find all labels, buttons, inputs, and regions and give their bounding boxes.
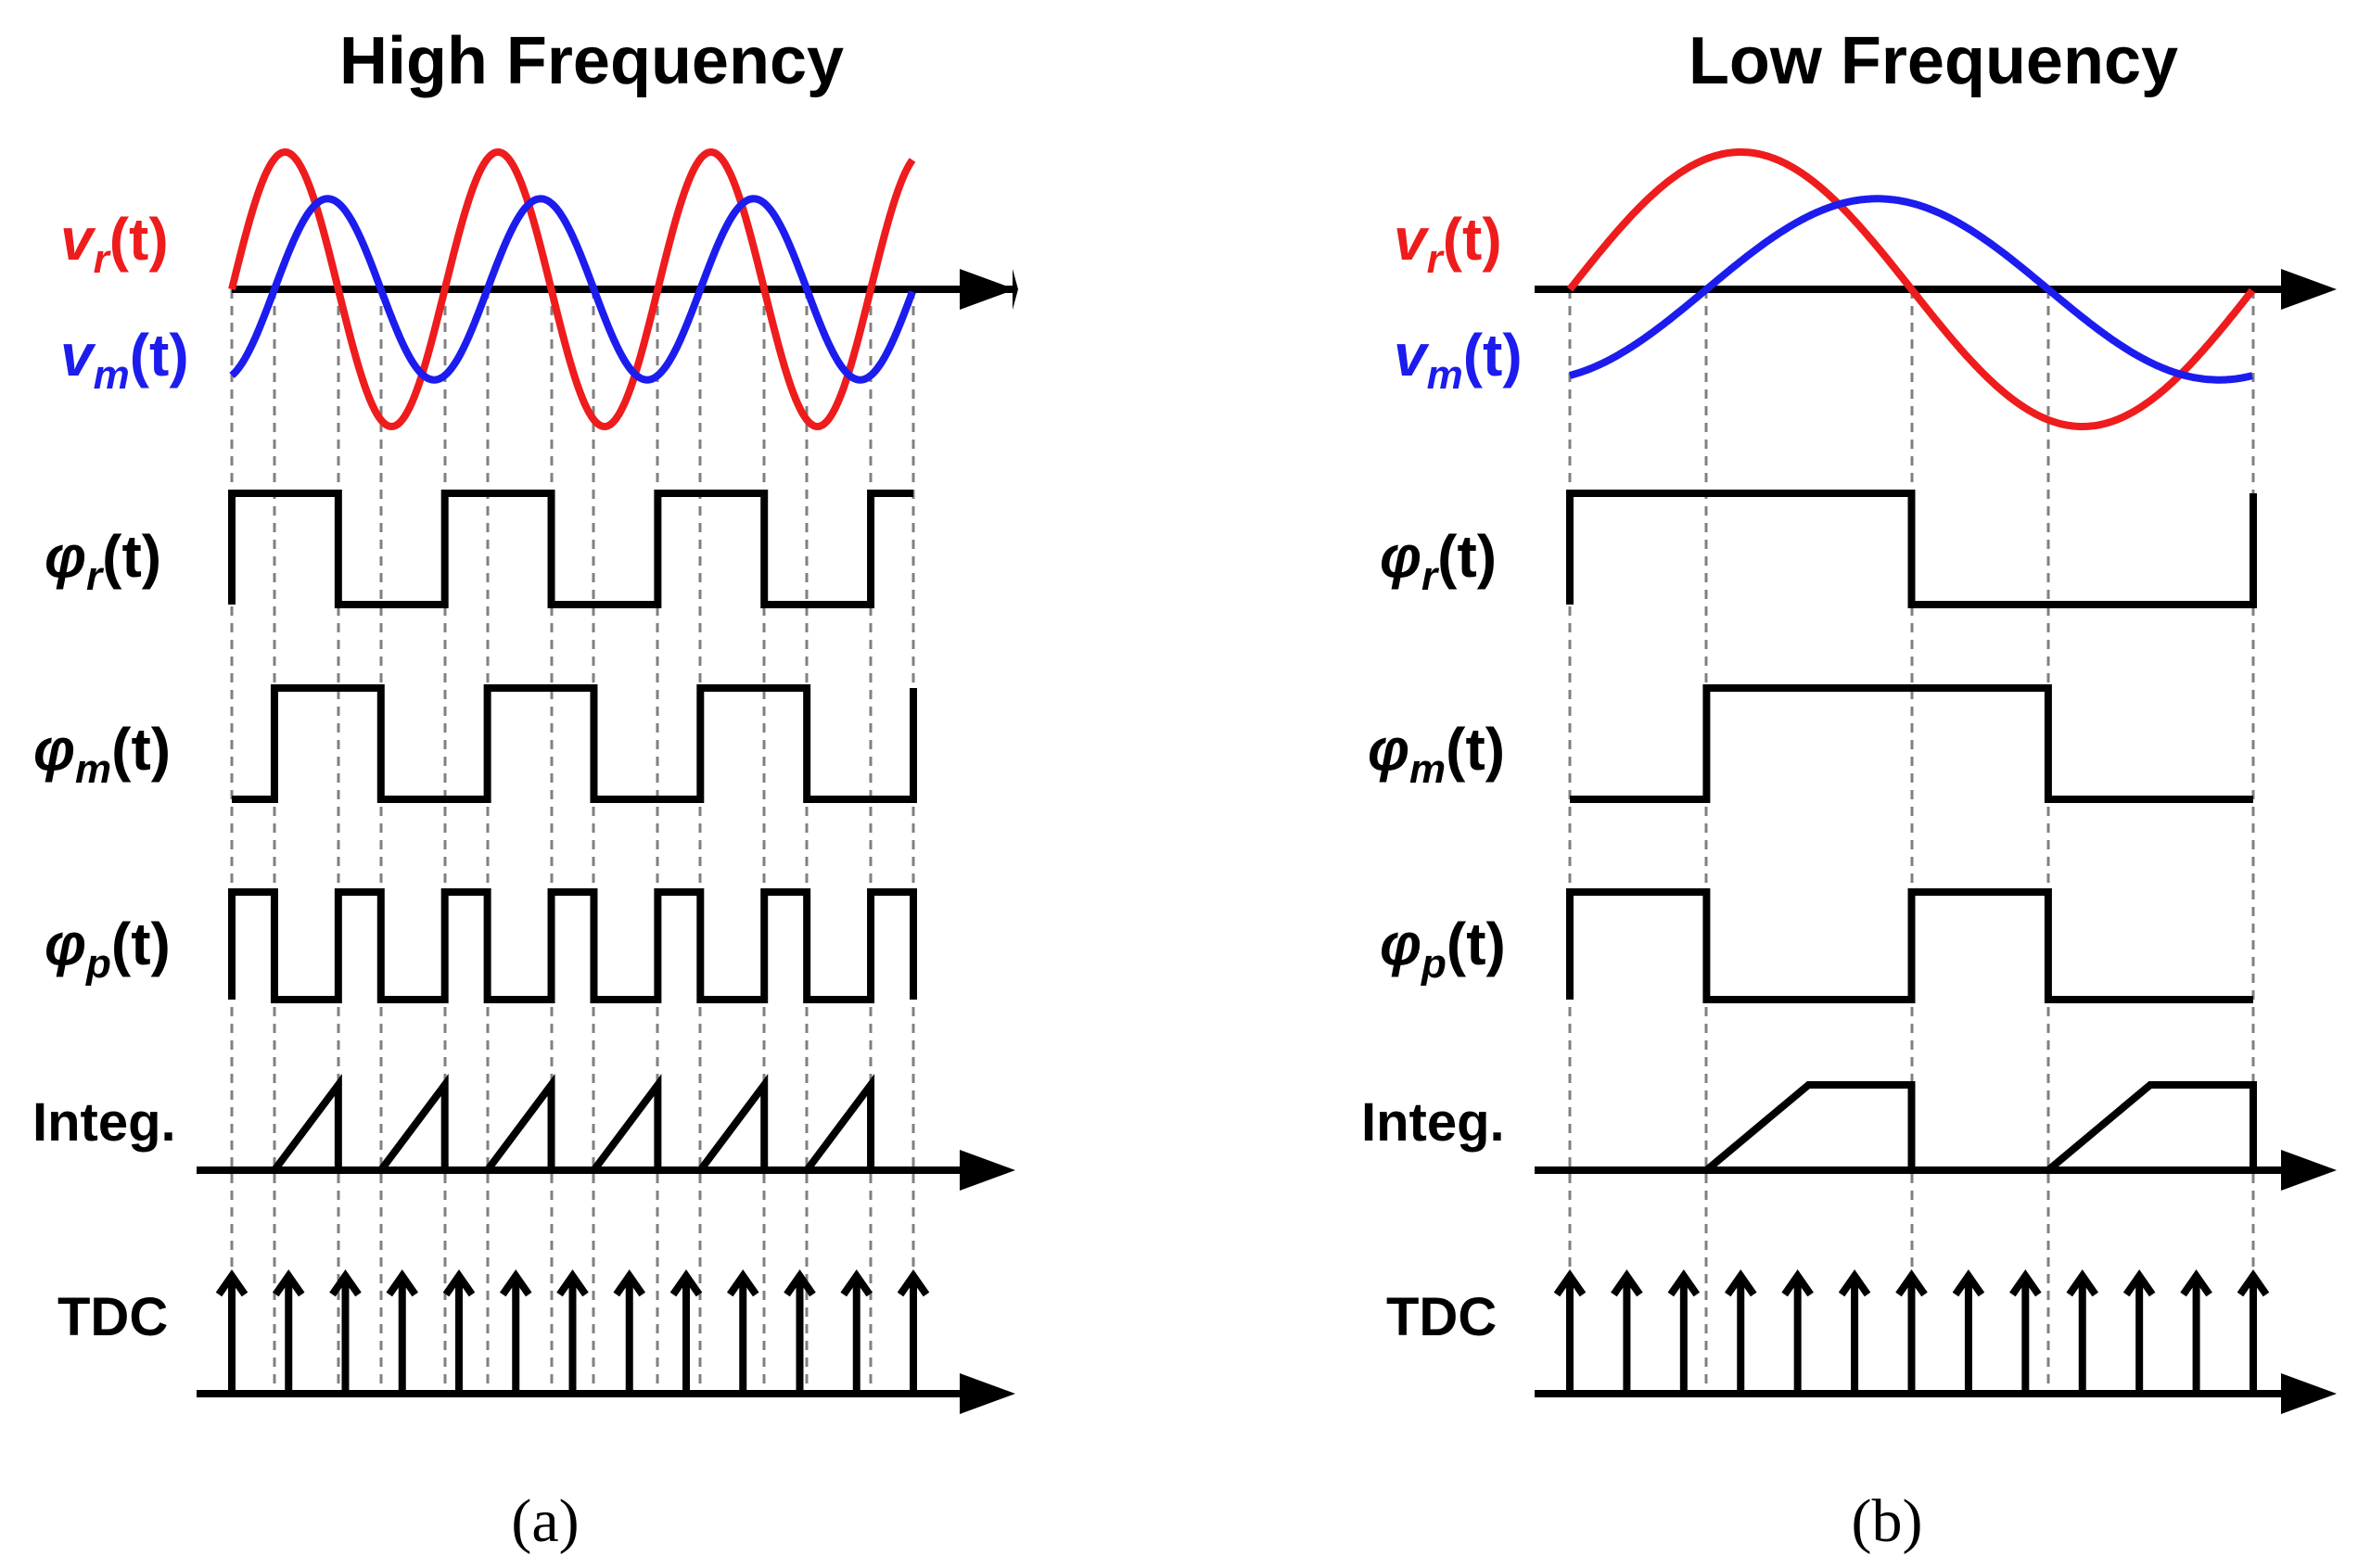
tdc-arrow — [442, 1269, 476, 1394]
tdc-arrow — [1553, 1269, 1587, 1394]
caption-a: (a) — [511, 1487, 579, 1555]
integ-axis-arrowhead — [960, 1150, 1015, 1191]
integrator-waveform — [232, 1073, 875, 1174]
tdc-axis-arrowhead — [2281, 1373, 2337, 1414]
tdc-clock-arrows — [1553, 1269, 2270, 1394]
label-vr: vr(t) — [60, 206, 169, 282]
integ-axis-arrowhead — [2281, 1150, 2337, 1191]
label-phi-r: φr(t) — [1380, 523, 1497, 599]
phi-r-waveform — [228, 490, 913, 608]
label-vm: vm(t) — [60, 322, 189, 398]
tdc-arrow — [2122, 1269, 2156, 1394]
phi-r-waveform — [1566, 490, 2257, 608]
panel-title: Low Frequency — [1689, 24, 2178, 98]
tdc-arrow — [1611, 1269, 1643, 1394]
vr-waveform — [228, 147, 916, 431]
tdc-arrow — [2180, 1269, 2212, 1394]
tdc-arrow — [556, 1269, 589, 1394]
tdc-arrow — [1952, 1269, 1985, 1394]
tdc-arrow — [897, 1269, 930, 1394]
label-integ: Integ. — [1361, 1092, 1505, 1153]
tdc-arrow — [726, 1269, 759, 1394]
phi-m-waveform — [1570, 684, 2253, 803]
tdc-arrow — [2237, 1269, 2270, 1394]
tdc-arrow — [1895, 1269, 1928, 1394]
panel-title: High Frequency — [339, 24, 844, 98]
guide-lines — [1568, 289, 2255, 1394]
tdc-arrow — [1781, 1269, 1814, 1394]
phi-p-waveform — [228, 888, 917, 1003]
tdc-arrow — [386, 1269, 419, 1394]
phi-m-waveform — [232, 684, 917, 803]
tdc-arrow — [784, 1269, 816, 1394]
label-phi-p: φp(t) — [1380, 911, 1506, 987]
label-phi-m: φm(t) — [33, 716, 171, 792]
tdc-clock-arrows — [215, 1269, 930, 1394]
vr-waveform — [1566, 148, 2256, 430]
label-tdc: TDC — [57, 1287, 168, 1347]
tdc-arrow — [2066, 1269, 2099, 1394]
label-tdc: TDC — [1386, 1287, 1497, 1347]
label-phi-r: φr(t) — [45, 523, 161, 599]
tdc-arrow — [499, 1269, 532, 1394]
tdc-arrow — [840, 1269, 873, 1394]
caption-b: (b) — [1852, 1487, 1923, 1555]
tdc-arrow — [329, 1269, 362, 1394]
vm-waveform — [1569, 195, 2253, 384]
panel-low-frequency: Low Frequency vr(t) vm(t) φr(t) φm(t) φp… — [1361, 24, 2337, 1555]
tdc-arrow — [613, 1269, 646, 1394]
panel-high-frequency: High Frequency vr(t) vm(t) φr(t) φm(t) φ… — [32, 24, 1018, 1555]
tdc-arrow — [1838, 1269, 1871, 1394]
tdc-arrow — [669, 1269, 703, 1394]
tdc-arrow — [1724, 1269, 1757, 1394]
tdc-arrow — [1667, 1269, 1701, 1394]
label-vm: vm(t) — [1394, 322, 1523, 398]
label-integ: Integ. — [32, 1092, 176, 1153]
guide-lines — [230, 289, 915, 1394]
phi-p-waveform — [1566, 888, 2253, 1003]
tdc-arrow — [2009, 1269, 2042, 1394]
label-phi-p: φp(t) — [45, 911, 171, 987]
tdc-arrow — [215, 1269, 249, 1394]
integrator-waveform — [1570, 1081, 2257, 1174]
axis-arrowhead-vr — [2281, 269, 2337, 310]
tdc-arrow — [272, 1269, 305, 1394]
tdc-axis-arrowhead — [960, 1373, 1015, 1414]
label-phi-m: φm(t) — [1368, 716, 1505, 792]
label-vr: vr(t) — [1394, 206, 1502, 282]
axis-arrowhead-vr — [960, 269, 1015, 310]
vm-waveform — [229, 195, 916, 384]
